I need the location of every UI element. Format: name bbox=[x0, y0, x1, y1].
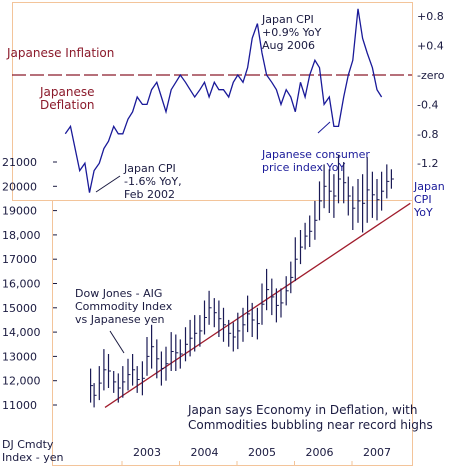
cpi-axis-title-line2: CPI bbox=[414, 193, 432, 206]
commodity-axis-title-line1: DJ Cmdty bbox=[2, 438, 54, 451]
cpi-series-line bbox=[64, 8, 383, 193]
cpi-axis-title-line1: Japan bbox=[413, 180, 445, 193]
cpi-y-tick-label: -zero bbox=[417, 69, 445, 82]
cpi-peak-annotation-line1: Japan CPI bbox=[261, 13, 314, 26]
cpi-y-tick-label: +0.4 bbox=[417, 40, 444, 53]
commodity-y-tick-label: 13000 bbox=[2, 350, 37, 363]
commodity-y-tick-label: 21000 bbox=[2, 156, 37, 169]
commodity-y-tick-label: 15000 bbox=[2, 302, 37, 315]
commodity-trendline bbox=[104, 202, 411, 408]
cpi-trough-pointer bbox=[95, 175, 121, 193]
cpi-peak-annotation-line3: Aug 2006 bbox=[262, 39, 315, 52]
cpi-peak-annotation-line2: +0.9% YoY bbox=[262, 26, 322, 39]
commodity-x-tick-label: 2006 bbox=[306, 446, 334, 459]
commodity-panel-frame bbox=[52, 200, 413, 466]
commodity-x-tick-label: 2005 bbox=[248, 446, 276, 459]
commodity-x-ticks: 2003 2004 2005 2006 2007 bbox=[121, 446, 391, 465]
commodity-y-tick-label: 11000 bbox=[2, 399, 37, 412]
chart-caption-line1: Japan says Economy in Deflation, with bbox=[187, 403, 418, 417]
cpi-series-label-line1: Japanese consumer bbox=[261, 148, 370, 161]
cpi-y-tick-label: -0.4 bbox=[417, 98, 438, 111]
deflation-label-line2: Deflation bbox=[40, 98, 95, 112]
commodity-axis-title-line2: Index - yen bbox=[2, 451, 64, 464]
cpi-trough-annotation-line1: Japan CPI bbox=[123, 162, 176, 175]
cpi-y-ticks: +0.8 +0.4 -zero -0.4 -0.8 -1.2 bbox=[417, 10, 445, 170]
cpi-axis-title-line3: YoY bbox=[413, 206, 433, 219]
cpi-trough-annotation-line3: Feb 2002 bbox=[124, 188, 175, 201]
commodity-y-tick-label: 12,000 bbox=[2, 375, 41, 388]
cpi-trough-annotation-line2: -1.6% YoY, bbox=[124, 175, 182, 188]
commodity-series-label-line2: Commodity Index bbox=[75, 300, 173, 313]
cpi-y-tick-label: -1.2 bbox=[417, 157, 438, 170]
cpi-y-tick-label: -0.8 bbox=[417, 128, 438, 141]
commodity-range-bars bbox=[89, 154, 394, 408]
cpi-panel: +0.8 +0.4 -zero -0.4 -0.8 -1.2 Japanese Infla… bbox=[6, 8, 445, 219]
cpi-series-pointer bbox=[317, 121, 331, 134]
commodity-y-tick-label: 16,000 bbox=[2, 278, 41, 291]
commodity-series-label-line1: Dow Jones - AIG bbox=[75, 287, 162, 300]
commodity-y-tick-label: 17000 bbox=[2, 253, 37, 266]
commodity-y-tick-label: 18,000 bbox=[2, 229, 41, 242]
commodity-x-tick-label: 2004 bbox=[191, 446, 219, 459]
commodity-series-pointer bbox=[109, 330, 125, 354]
commodity-y-tick-label: 14,000 bbox=[2, 326, 41, 339]
commodity-y-tick-label: 20000 bbox=[2, 180, 37, 193]
commodity-y-tick-label: 19000 bbox=[2, 205, 37, 218]
commodity-series-label-line3: vs Japanese yen bbox=[75, 313, 164, 326]
deflation-label-line1: Japanese bbox=[39, 85, 95, 99]
chart-caption-line2: Commodities bubbling near record highs bbox=[188, 418, 433, 432]
inflation-label: Japanese Inflation bbox=[6, 46, 114, 60]
commodity-y-ticks: 11000 12,000 13000 14,000 15000 16,000 17000 18… bbox=[2, 156, 57, 412]
cpi-series-label-line2: price index YoY bbox=[262, 161, 345, 174]
chart-frames bbox=[12, 2, 413, 466]
commodity-x-tick-label: 2007 bbox=[363, 446, 391, 459]
commodity-x-tick-label: 2003 bbox=[133, 446, 161, 459]
cpi-y-tick-label: +0.8 bbox=[417, 10, 444, 23]
commodity-panel: 11000 12,000 13000 14,000 15000 16,000 17000 18… bbox=[2, 154, 433, 465]
